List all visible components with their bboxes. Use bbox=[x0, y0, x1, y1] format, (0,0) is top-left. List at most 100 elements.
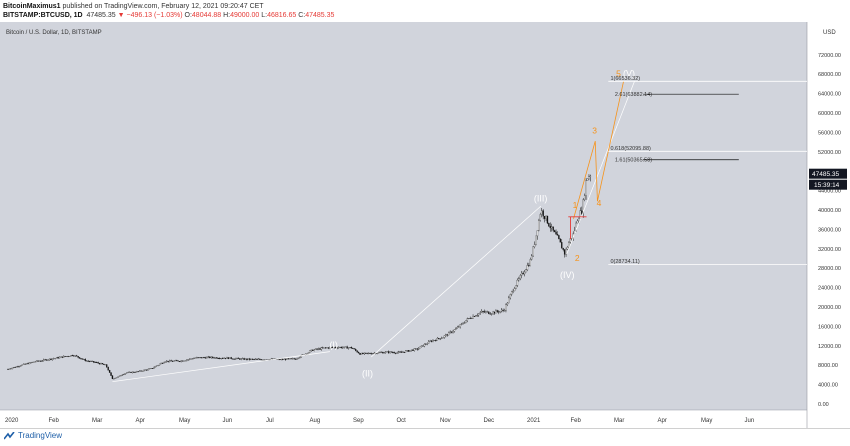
candle bbox=[589, 175, 592, 177]
candle bbox=[214, 357, 217, 359]
candle bbox=[459, 324, 461, 328]
candle bbox=[310, 349, 313, 351]
candle bbox=[532, 246, 534, 257]
candle bbox=[51, 358, 54, 360]
candle bbox=[179, 361, 181, 363]
candle bbox=[450, 331, 453, 333]
candle bbox=[110, 372, 112, 376]
candle bbox=[256, 358, 258, 360]
candle bbox=[58, 357, 61, 359]
candle bbox=[30, 362, 32, 364]
x-tick-label: Apr bbox=[136, 418, 145, 424]
candle bbox=[533, 244, 536, 247]
candle bbox=[417, 348, 420, 350]
candle bbox=[210, 356, 212, 359]
candle bbox=[143, 369, 145, 372]
white-wave-label: (V) bbox=[623, 68, 635, 78]
candle bbox=[147, 368, 149, 371]
candle bbox=[193, 358, 195, 359]
candle bbox=[283, 358, 285, 360]
price-change: ▼ −496.13 (−1.03%) bbox=[117, 12, 183, 19]
x-tick-label: May bbox=[701, 418, 712, 424]
y-tick-label: 16000.00 bbox=[818, 324, 841, 330]
candle bbox=[183, 360, 185, 362]
candle bbox=[538, 220, 540, 231]
candle bbox=[90, 361, 92, 362]
candle bbox=[473, 316, 476, 317]
chart-area[interactable]: Bitcoin / U.S. Dollar, 1D, BITSTAMP USD 0.… bbox=[0, 22, 850, 428]
candle bbox=[386, 351, 388, 353]
candle bbox=[77, 356, 79, 358]
candle bbox=[455, 328, 457, 330]
candle bbox=[50, 358, 52, 360]
candle bbox=[549, 225, 551, 229]
candle bbox=[496, 310, 499, 312]
time-axis-background bbox=[0, 410, 807, 428]
candle bbox=[543, 216, 546, 219]
candle bbox=[220, 358, 222, 359]
candle bbox=[187, 359, 189, 361]
footer: TradingView bbox=[0, 428, 850, 446]
candle bbox=[290, 358, 292, 360]
candle bbox=[582, 199, 584, 214]
candle bbox=[430, 340, 433, 342]
candle bbox=[253, 358, 255, 360]
candle bbox=[176, 360, 178, 362]
candle bbox=[136, 371, 138, 373]
candle bbox=[216, 357, 218, 359]
candle bbox=[439, 338, 441, 340]
candle bbox=[130, 371, 132, 373]
candle bbox=[94, 362, 96, 363]
candle bbox=[199, 357, 201, 359]
x-tick-label: Aug bbox=[310, 418, 321, 424]
candle bbox=[151, 368, 154, 369]
candle bbox=[171, 360, 174, 362]
price-chart[interactable]: Bitcoin / U.S. Dollar, 1D, BITSTAMP USD 0.… bbox=[0, 22, 850, 428]
candle bbox=[219, 358, 221, 360]
tradingview-brand[interactable]: TradingView bbox=[4, 431, 62, 440]
high-label: H: bbox=[223, 12, 231, 19]
candle bbox=[44, 359, 46, 361]
candle bbox=[57, 357, 59, 359]
candle bbox=[486, 311, 489, 313]
candle bbox=[15, 366, 18, 368]
candle bbox=[511, 291, 513, 295]
candle bbox=[73, 355, 75, 357]
candle bbox=[67, 356, 69, 357]
candle bbox=[138, 370, 141, 372]
candle bbox=[349, 347, 351, 348]
candle bbox=[263, 359, 265, 361]
candle bbox=[551, 226, 553, 229]
candle bbox=[490, 313, 493, 315]
close-label: C: bbox=[298, 12, 306, 19]
candle bbox=[206, 357, 208, 359]
candle bbox=[45, 359, 48, 361]
candle bbox=[352, 347, 354, 349]
candle bbox=[33, 361, 35, 363]
candle bbox=[156, 365, 158, 367]
candle bbox=[323, 347, 325, 349]
candle bbox=[535, 235, 537, 245]
candle bbox=[377, 352, 380, 354]
author-name[interactable]: BitcoinMaximus1 bbox=[3, 3, 61, 10]
candle bbox=[360, 353, 363, 355]
candle bbox=[442, 337, 444, 339]
candle bbox=[314, 348, 317, 350]
candle bbox=[380, 352, 383, 353]
candle bbox=[463, 322, 466, 324]
candle bbox=[279, 358, 281, 360]
candle bbox=[150, 368, 152, 369]
candle bbox=[397, 351, 400, 353]
candle bbox=[485, 311, 487, 313]
candle bbox=[515, 285, 517, 289]
candle bbox=[227, 357, 230, 359]
x-tick-label: Feb bbox=[571, 418, 582, 424]
candle bbox=[190, 358, 192, 360]
candle bbox=[164, 361, 167, 363]
y-tick-label: 24000.00 bbox=[818, 286, 841, 292]
candle bbox=[561, 242, 563, 249]
candle bbox=[332, 347, 334, 348]
candle bbox=[555, 231, 557, 235]
candle bbox=[157, 364, 159, 366]
candle bbox=[25, 363, 28, 365]
